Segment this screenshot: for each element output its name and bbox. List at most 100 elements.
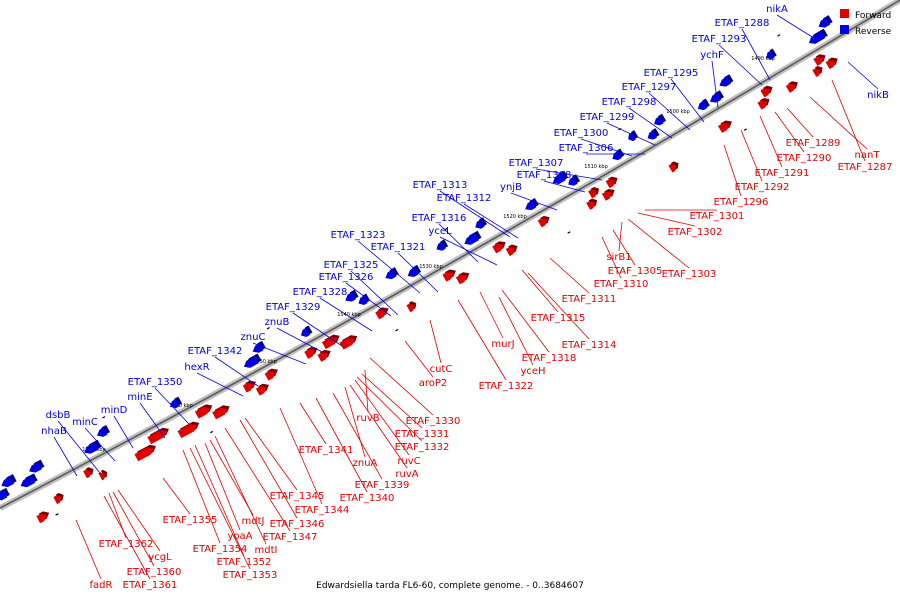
forward-gene[interactable] [406,303,414,313]
forward-gene[interactable] [339,337,355,350]
gene-label-etaf-1339[interactable]: ETAF_1339 [355,480,410,491]
gene-label-etaf-1313[interactable]: ETAF_1313 [413,180,468,191]
gene-label-etaf-1310[interactable]: ETAF_1310 [594,279,649,290]
forward-gene[interactable] [147,430,167,445]
gene-label-nant[interactable]: nanT [855,150,881,161]
forward-gene[interactable] [375,309,387,320]
gene-label-etaf-1306[interactable]: ETAF_1306 [559,143,614,154]
gene-label-etaf-1303[interactable]: ETAF_1303 [662,269,717,280]
forward-gene[interactable] [177,424,197,439]
gene-label-ruva[interactable]: ruvA [395,469,418,480]
reverse-gene[interactable] [766,51,775,60]
forward-gene[interactable] [668,163,677,173]
reverse-gene[interactable] [697,101,708,111]
forward-gene[interactable] [718,123,730,133]
forward-gene[interactable] [455,274,467,285]
forward-gene[interactable] [505,247,515,257]
forward-gene[interactable] [98,472,105,481]
gene-label-ynjb[interactable]: ynjB [500,182,522,193]
gene-label-mdtj[interactable]: mdtJ [242,516,265,527]
gene-label-etaf-1312[interactable]: ETAF_1312 [437,193,492,204]
reverse-gene[interactable] [29,462,42,473]
gene-label-ycgl[interactable]: ycgL [148,552,172,563]
gene-label-etaf-1352[interactable]: ETAF_1352 [217,557,272,568]
gene-label-etaf-1332[interactable]: ETAF_1332 [395,442,450,453]
reverse-gene[interactable] [552,173,566,184]
reverse-gene[interactable] [654,116,664,126]
reverse-gene[interactable] [385,269,397,280]
gene-label-arop2[interactable]: aroP2 [419,378,448,389]
reverse-gene[interactable] [97,427,108,437]
gene-label-minc[interactable]: minC [72,417,98,428]
gene-label-etaf-1318[interactable]: ETAF_1318 [522,353,577,364]
gene-label-etaf-1289[interactable]: ETAF_1289 [786,138,841,149]
gene-label-etaf-1301[interactable]: ETAF_1301 [690,211,745,222]
forward-gene[interactable] [242,383,254,393]
gene-label-etaf-1347[interactable]: ETAF_1347 [263,532,318,543]
gene-label-etaf-1299[interactable]: ETAF_1299 [580,112,635,123]
gene-label-etaf-1314[interactable]: ETAF_1314 [562,340,617,351]
gene-label-etaf-1321[interactable]: ETAF_1321 [371,242,426,253]
gene-label-sirb1[interactable]: sirB1 [606,252,631,263]
reverse-gene[interactable] [345,292,357,302]
forward-gene[interactable] [601,191,613,201]
forward-gene[interactable] [36,513,47,524]
forward-gene[interactable] [255,386,267,396]
gene-label-dsbb[interactable]: dsbB [46,410,71,421]
gene-label-etaf-1308[interactable]: ETAF_1308 [517,170,572,181]
gene-label-ruvc[interactable]: ruvC [397,456,420,467]
gene-label-murj[interactable]: murJ [491,339,514,350]
gene-label-ruvb[interactable]: ruvB [356,413,379,424]
gene-label-etaf-1353[interactable]: ETAF_1353 [223,570,278,581]
gene-label-etaf-1296[interactable]: ETAF_1296 [714,197,769,208]
forward-gene[interactable] [605,179,616,189]
forward-gene[interactable] [586,201,595,210]
gene-label-etaf-1355[interactable]: ETAF_1355 [163,515,218,526]
reverse-gene[interactable] [612,151,622,161]
gene-label-etaf-1293[interactable]: ETAF_1293 [692,34,747,45]
reverse-gene[interactable] [818,17,831,28]
reverse-gene[interactable] [710,92,722,103]
gene-label-ychf[interactable]: ychF [700,50,724,61]
gene-label-etaf-1302[interactable]: ETAF_1302 [668,227,723,238]
gene-label-znub[interactable]: znuB [265,317,290,328]
forward-gene[interactable] [317,352,329,362]
gene-label-cutc[interactable]: cutC [430,364,453,375]
gene-label-etaf-1311[interactable]: ETAF_1311 [562,294,617,305]
reverse-gene[interactable] [628,132,636,142]
forward-gene[interactable] [813,56,824,66]
reverse-gene[interactable] [436,241,446,251]
reverse-gene[interactable] [300,327,310,337]
gene-label-etaf-1340[interactable]: ETAF_1340 [340,493,395,504]
forward-gene[interactable] [825,59,836,70]
gene-label-znua[interactable]: znuA [353,458,378,469]
gene-label-fadr[interactable]: fadR [90,580,113,591]
reverse-gene[interactable] [464,233,479,245]
gene-label-etaf-1346[interactable]: ETAF_1346 [270,519,325,530]
gene-label-etaf-1325[interactable]: ETAF_1325 [324,260,379,271]
gene-label-etaf-1342[interactable]: ETAF_1342 [188,346,243,357]
gene-label-hexr[interactable]: hexR [184,362,209,373]
gene-label-etaf-1305[interactable]: ETAF_1305 [608,266,663,277]
gene-label-etaf-1326[interactable]: ETAF_1326 [319,272,374,283]
gene-label-etaf-1344[interactable]: ETAF_1344 [295,505,350,516]
reverse-gene[interactable] [808,31,826,44]
gene-label-etaf-1323[interactable]: ETAF_1323 [331,230,386,241]
gene-label-etaf-1297[interactable]: ETAF_1297 [622,82,677,93]
reverse-gene[interactable] [84,442,99,454]
reverse-gene[interactable] [1,476,15,488]
gene-label-etaf-1287[interactable]: ETAF_1287 [838,162,893,173]
gene-label-etaf-1354[interactable]: ETAF_1354 [193,544,248,555]
gene-label-znuc[interactable]: znuC [241,332,266,343]
gene-label-mdti[interactable]: mdtI [255,545,278,556]
gene-label-mine[interactable]: minE [127,392,152,403]
gene-label-etaf-1345[interactable]: ETAF_1345 [270,491,325,502]
forward-gene[interactable] [588,189,597,199]
reverse-gene[interactable] [358,295,368,305]
reverse-gene[interactable] [0,490,8,501]
forward-gene[interactable] [194,406,210,419]
forward-gene[interactable] [304,349,316,359]
gene-label-etaf-1295[interactable]: ETAF_1295 [644,68,699,79]
forward-gene[interactable] [83,469,91,479]
gene-label-etaf-1350[interactable]: ETAF_1350 [128,377,183,388]
